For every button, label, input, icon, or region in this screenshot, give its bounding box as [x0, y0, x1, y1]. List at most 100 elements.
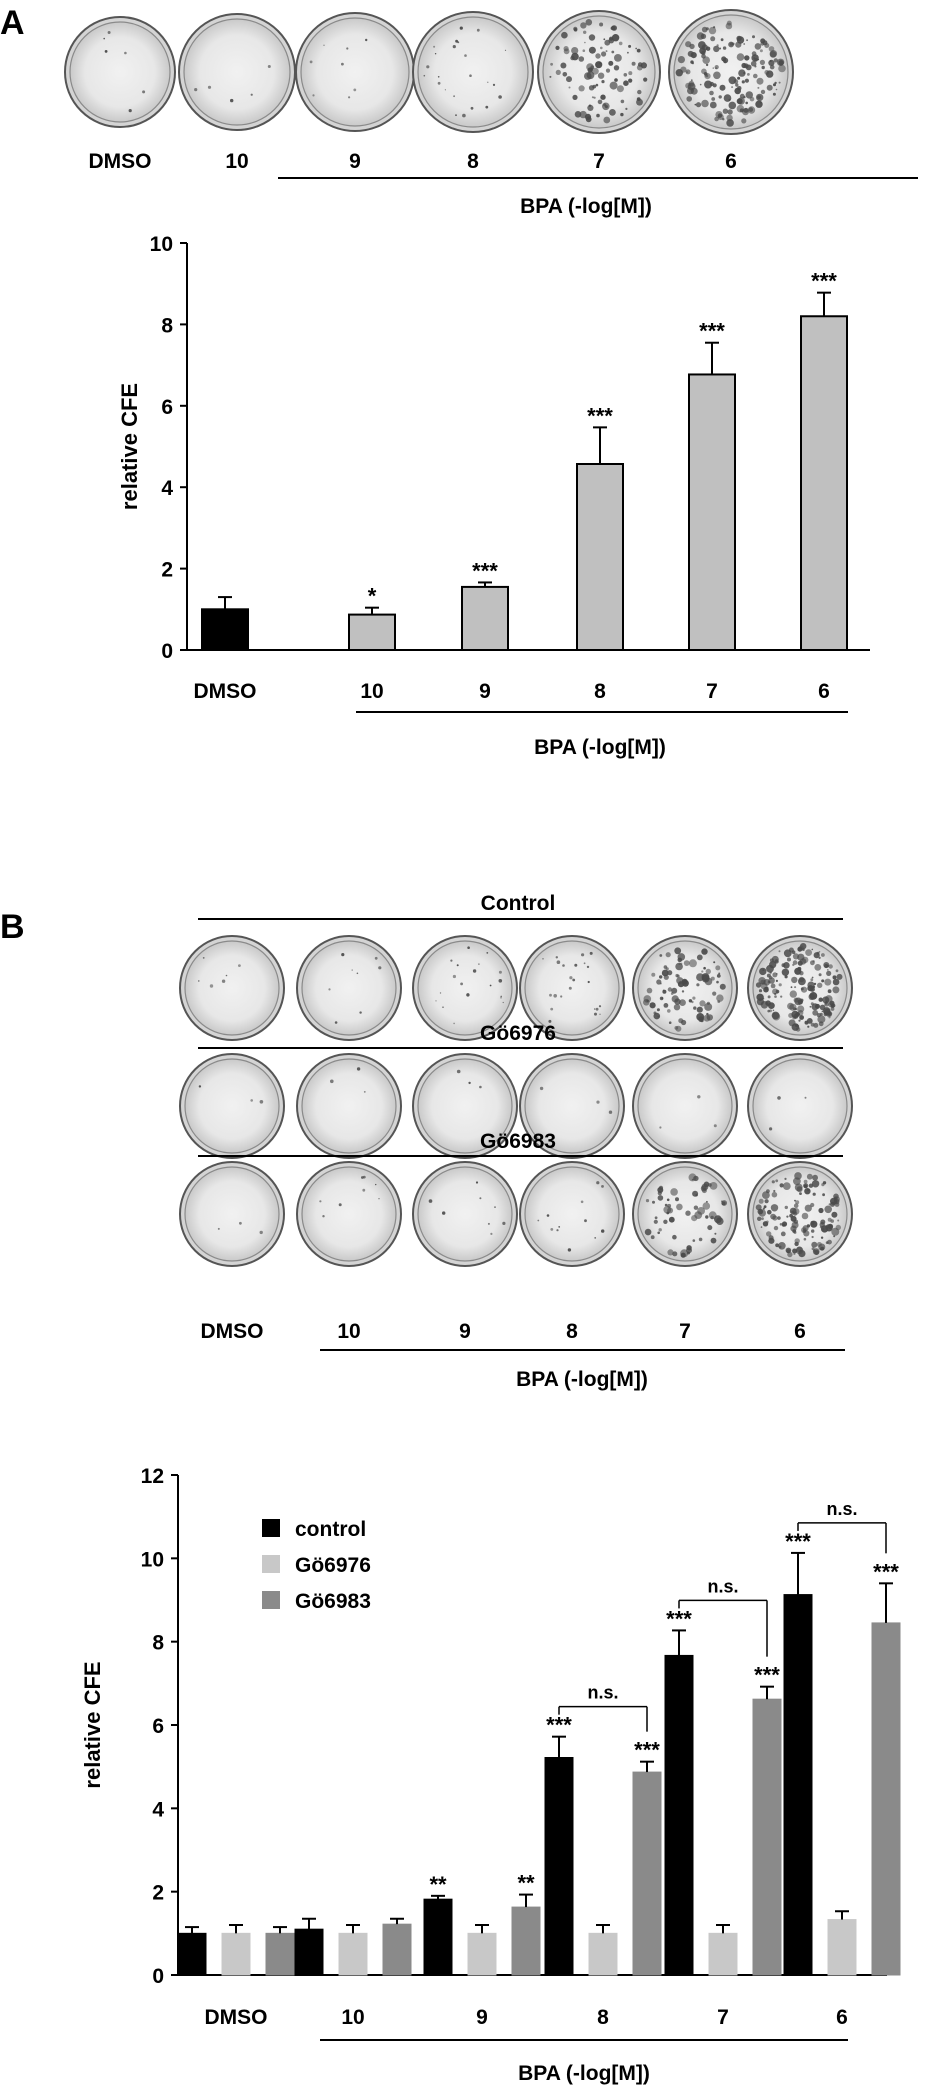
colony-dot: [832, 978, 840, 986]
colony-dot: [699, 83, 702, 86]
colony-dot: [769, 971, 772, 974]
colony-dot: [763, 1205, 767, 1209]
colony-dot: [696, 1006, 703, 1013]
colony-dot: [500, 995, 503, 998]
petri-dish: [295, 12, 415, 132]
colony-dot: [825, 995, 833, 1003]
colony-dot: [813, 982, 817, 986]
y-tick-label: 10: [141, 1548, 164, 1571]
colony-dot: [810, 1220, 815, 1225]
colony-dot: [584, 41, 586, 44]
panel-b-row-titles: Control Gö6976 Gö6983: [198, 892, 843, 1157]
colony-dot: [773, 1189, 776, 1193]
colony-dot: [341, 62, 344, 66]
colony-dot: [620, 112, 624, 117]
bar: [294, 1928, 324, 1976]
colony-dot: [625, 107, 628, 110]
colony-dot: [756, 93, 764, 102]
colony-dot: [356, 972, 359, 975]
colony-dot: [818, 1021, 824, 1027]
colony-dot: [811, 1229, 815, 1233]
colony-dot: [701, 970, 704, 973]
colony-dot: [601, 80, 605, 84]
colony-dot: [827, 1239, 832, 1245]
colony-dot: [591, 67, 599, 75]
colony-dot: [348, 96, 351, 99]
colony-dot: [605, 50, 608, 53]
bar: [467, 1932, 497, 1976]
plate-label: 6: [725, 150, 737, 173]
colony-dot: [713, 45, 720, 53]
colony-dot: [597, 72, 605, 79]
colony-dot: [821, 953, 825, 957]
colony-dot: [209, 984, 214, 988]
colony-dot: [128, 109, 132, 113]
colony-dot: [741, 118, 747, 124]
colony-dot: [267, 65, 271, 68]
colony-dot: [217, 1227, 220, 1230]
colony-dot: [807, 1188, 810, 1192]
dish-agar: [417, 940, 513, 1036]
colony-dot: [702, 1202, 711, 1210]
colony-dot: [804, 1204, 812, 1212]
plate-label: 8: [467, 150, 479, 173]
colony-dot: [813, 952, 820, 959]
colony-dot: [562, 72, 568, 77]
colony-dot: [221, 979, 226, 983]
colony-dot: [466, 993, 470, 997]
colony-dot: [468, 1081, 471, 1085]
colony-dot: [341, 953, 345, 957]
colony-dot: [713, 961, 716, 964]
petri-dish: [179, 1161, 285, 1267]
dish-agar: [637, 1166, 733, 1262]
bar: [338, 1932, 368, 1976]
y-tick-label: 10: [150, 233, 173, 256]
colony-dot: [793, 1231, 797, 1234]
legend-label: control: [295, 1518, 366, 1541]
plate-label: 7: [679, 1320, 691, 1343]
colony-dot: [797, 953, 805, 961]
plate-label: 9: [459, 1320, 471, 1343]
colony-dot: [758, 1198, 764, 1204]
dish-agar: [524, 1166, 620, 1262]
y-tick-label: 6: [161, 396, 173, 419]
colony-dot: [456, 1069, 461, 1074]
colony-dot: [720, 38, 724, 42]
colony-dot: [643, 77, 648, 82]
colony-dot: [819, 1012, 823, 1016]
colony-dot: [685, 1210, 691, 1216]
colony-dot: [772, 92, 776, 96]
colony-dot: [745, 101, 748, 105]
colony-dot: [829, 1000, 835, 1006]
colony-dot: [556, 1229, 559, 1232]
colony-dot: [744, 78, 750, 83]
colony-dot: [801, 986, 808, 993]
colony-dot: [792, 1015, 797, 1020]
colony-dot: [452, 974, 456, 979]
colony-dot: [573, 26, 578, 31]
panel-a-plate-row: [64, 9, 794, 135]
bar: [800, 315, 848, 651]
colony-dot: [797, 1025, 800, 1027]
colony-dot: [803, 1183, 809, 1189]
colony-dot: [600, 94, 606, 100]
colony-dot: [833, 1235, 836, 1238]
colony-dot: [614, 54, 622, 62]
plate-label: DMSO: [201, 1320, 264, 1343]
colony-dot: [786, 1215, 789, 1218]
colony-dot: [363, 1091, 366, 1093]
colony-dot: [558, 1226, 561, 1228]
colony-dot: [812, 1174, 818, 1181]
colony-dot: [804, 1020, 809, 1025]
colony-dot: [762, 1207, 766, 1210]
dish-agar: [184, 940, 280, 1036]
colony-dot: [365, 38, 368, 42]
colony-dot: [728, 101, 737, 110]
colony-dot: [555, 69, 561, 75]
colony-dot: [665, 952, 671, 958]
colony-dot: [688, 999, 693, 1003]
colony-dot: [832, 975, 837, 980]
petri-dish: [668, 9, 794, 135]
colony-dot: [716, 980, 719, 984]
plate-label: 8: [566, 1320, 578, 1343]
